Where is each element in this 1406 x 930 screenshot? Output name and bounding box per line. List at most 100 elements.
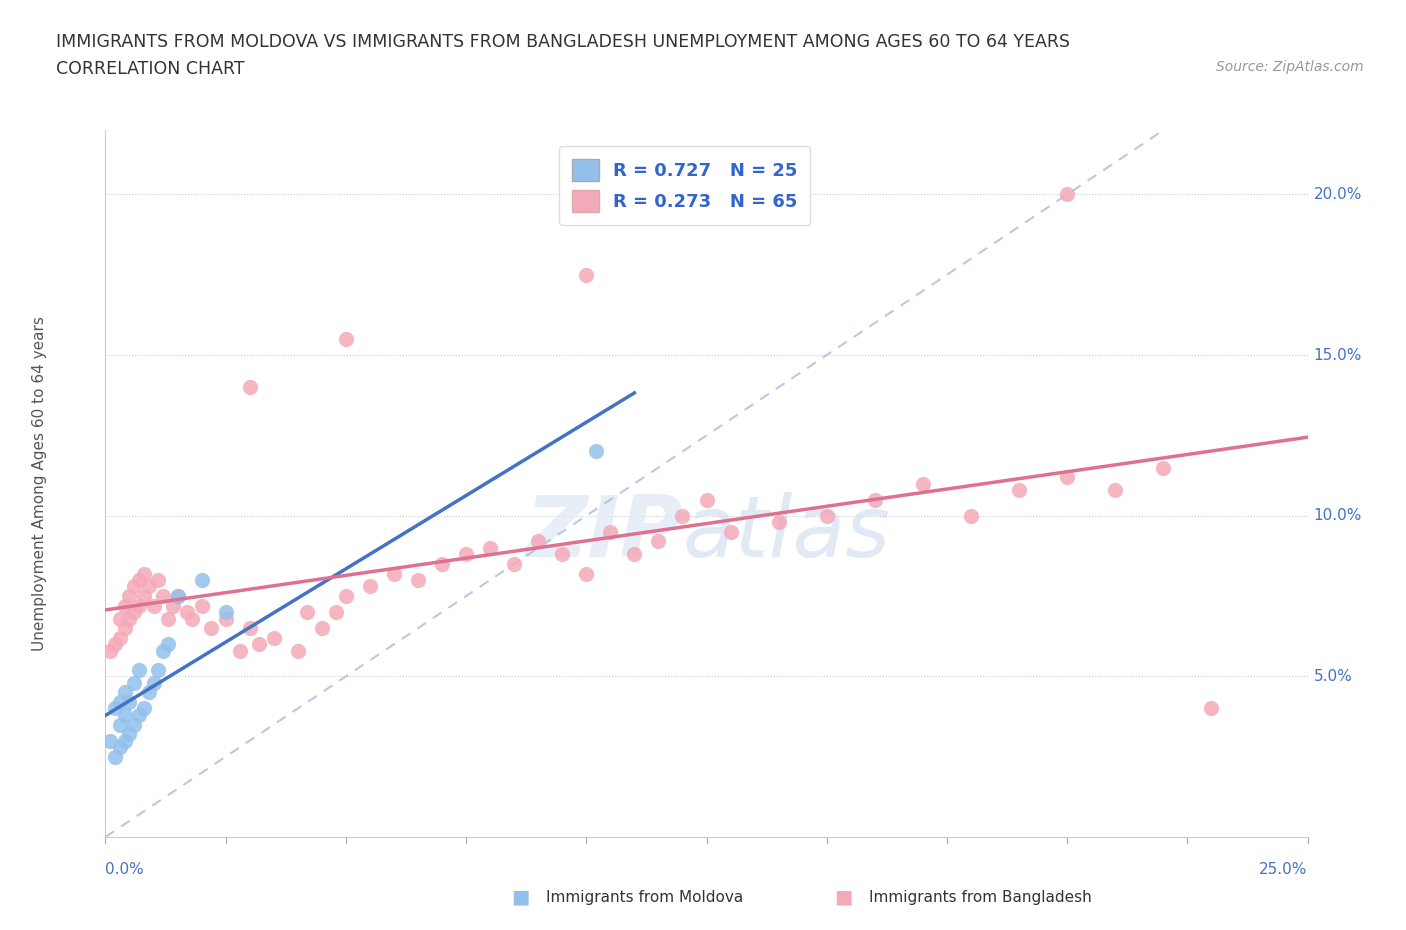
Point [311, 620, 333, 635]
Point [1104, 483, 1126, 498]
Point [1056, 470, 1078, 485]
Point [214, 604, 236, 619]
Text: 10.0%: 10.0% [1313, 508, 1362, 524]
Point [108, 611, 131, 626]
Point [108, 717, 131, 732]
Point [287, 644, 309, 658]
Point [720, 525, 742, 539]
Point [114, 598, 136, 613]
Point [118, 611, 141, 626]
Point [1008, 483, 1031, 498]
Text: CORRELATION CHART: CORRELATION CHART [56, 60, 245, 78]
Text: Unemployment Among Ages 60 to 64 years: Unemployment Among Ages 60 to 64 years [32, 316, 46, 651]
Point [911, 476, 934, 491]
Text: 15.0%: 15.0% [1313, 348, 1362, 363]
Point [132, 589, 155, 604]
Point [104, 637, 127, 652]
Point [527, 534, 550, 549]
Point [162, 598, 184, 613]
Legend: R = 0.727   N = 25, R = 0.273   N = 65: R = 0.727 N = 25, R = 0.273 N = 65 [560, 146, 810, 225]
Point [575, 267, 598, 282]
Point [124, 717, 146, 732]
Text: 0.0%: 0.0% [105, 862, 145, 877]
Point [156, 637, 179, 652]
Point [239, 620, 262, 635]
Point [382, 566, 405, 581]
Point [815, 509, 838, 524]
Point [132, 701, 155, 716]
Text: atlas: atlas [682, 492, 890, 575]
Point [114, 733, 136, 748]
Point [1056, 187, 1078, 202]
Text: 20.0%: 20.0% [1313, 187, 1362, 202]
Point [124, 604, 146, 619]
Point [152, 589, 174, 604]
Point [768, 514, 790, 529]
Text: ■: ■ [834, 888, 853, 907]
Point [479, 540, 502, 555]
Point [166, 589, 188, 604]
Text: 25.0%: 25.0% [1260, 862, 1308, 877]
Text: Source: ZipAtlas.com: Source: ZipAtlas.com [1216, 60, 1364, 74]
Point [503, 556, 526, 571]
Point [599, 525, 621, 539]
Point [138, 685, 160, 700]
Point [575, 566, 598, 581]
Point [359, 579, 381, 594]
Point [114, 708, 136, 723]
Point [863, 492, 886, 507]
Point [406, 573, 429, 588]
Point [124, 579, 146, 594]
Point [1152, 460, 1174, 475]
Point [263, 631, 285, 645]
Point [118, 589, 141, 604]
Point [128, 573, 150, 588]
Point [229, 644, 252, 658]
Point [148, 662, 170, 677]
Point [152, 644, 174, 658]
Point [124, 675, 146, 690]
Point [132, 566, 155, 581]
Point [647, 534, 669, 549]
Text: ■: ■ [510, 888, 530, 907]
Point [128, 662, 150, 677]
Point [585, 444, 607, 458]
Point [623, 547, 645, 562]
Point [430, 556, 453, 571]
Point [214, 611, 236, 626]
Point [148, 573, 170, 588]
Point [98, 733, 121, 748]
Point [114, 685, 136, 700]
Point [118, 695, 141, 710]
Point [98, 644, 121, 658]
Point [104, 750, 127, 764]
Point [335, 332, 357, 347]
Point [551, 547, 574, 562]
Point [176, 604, 198, 619]
Point [190, 598, 212, 613]
Point [297, 604, 319, 619]
Point [247, 637, 270, 652]
Point [181, 611, 204, 626]
Point [190, 573, 212, 588]
Point [1201, 701, 1223, 716]
Point [128, 708, 150, 723]
Point [104, 701, 127, 716]
Point [671, 509, 693, 524]
Point [108, 631, 131, 645]
Point [200, 620, 222, 635]
Text: Immigrants from Bangladesh: Immigrants from Bangladesh [869, 890, 1091, 905]
Text: Immigrants from Moldova: Immigrants from Moldova [546, 890, 742, 905]
Point [114, 620, 136, 635]
Text: IMMIGRANTS FROM MOLDOVA VS IMMIGRANTS FROM BANGLADESH UNEMPLOYMENT AMONG AGES 60: IMMIGRANTS FROM MOLDOVA VS IMMIGRANTS FR… [56, 33, 1070, 50]
Point [142, 675, 165, 690]
Point [325, 604, 347, 619]
Point [696, 492, 718, 507]
Point [454, 547, 477, 562]
Point [108, 739, 131, 754]
Point [142, 598, 165, 613]
Point [128, 598, 150, 613]
Point [108, 695, 131, 710]
Point [239, 379, 262, 394]
Point [960, 509, 983, 524]
